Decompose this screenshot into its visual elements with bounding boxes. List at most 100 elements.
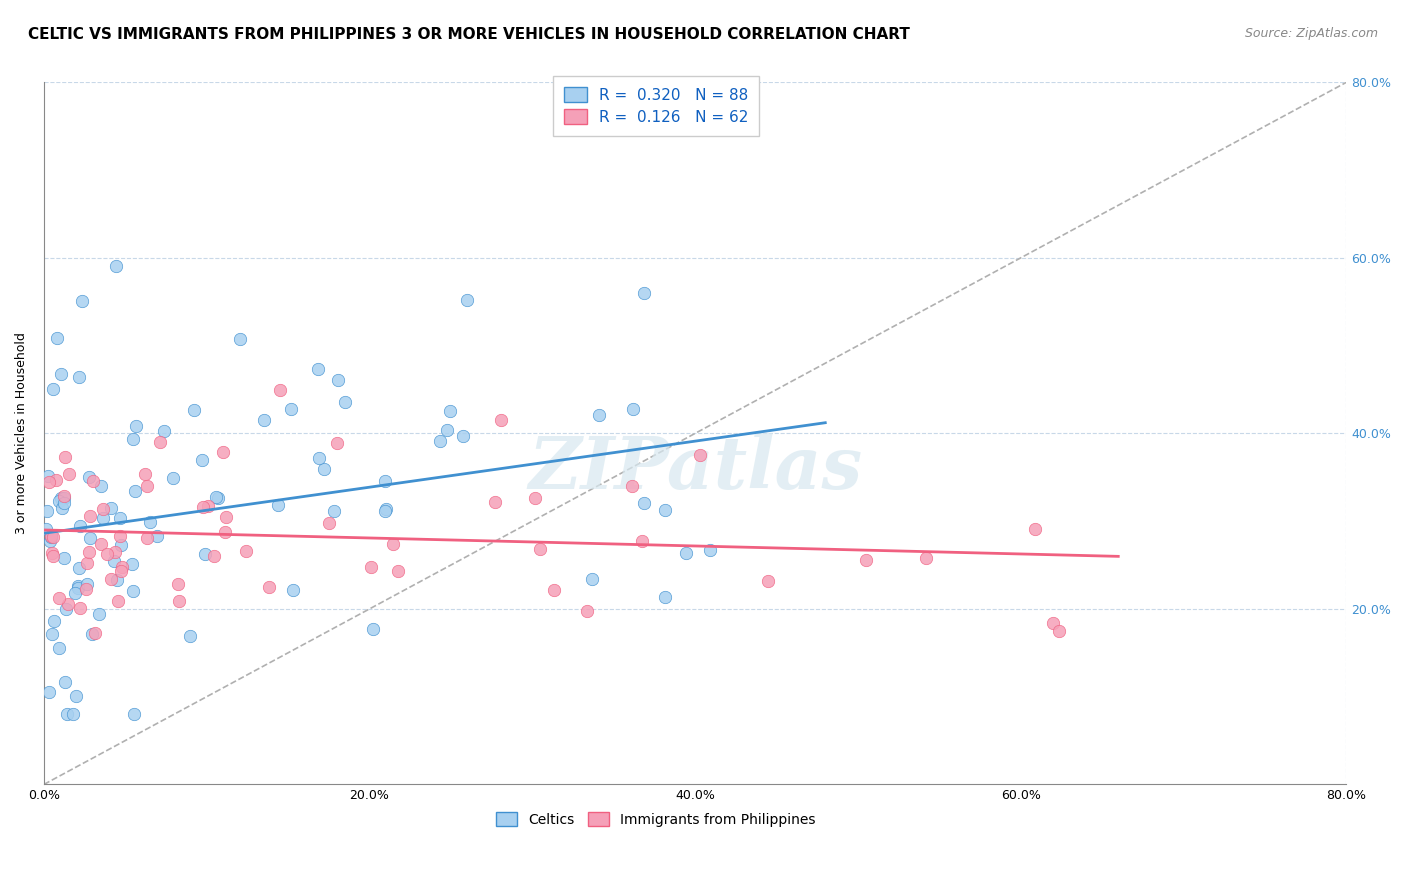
Point [543,582,565,597]
Point [104,260,127,274]
Point [38,475,60,490]
Point [588,408,610,422]
Point [79,531,101,545]
Point [107,594,129,608]
Point [756,574,779,588]
Point [280,401,302,416]
Point [620,478,643,492]
Point [429,434,451,449]
Point [281,582,304,597]
Point [145,528,167,542]
Point [76,577,98,591]
Point [375,501,398,516]
Point [689,448,711,462]
Point [491,413,513,427]
Point [37,504,59,518]
Point [111,560,134,574]
Point [79,509,101,524]
Point [38,685,60,699]
Point [235,544,257,558]
Point [69,600,91,615]
Point [914,551,936,566]
Point [675,546,697,560]
Point [451,429,474,443]
Legend: Celtics, Immigrants from Philippines: Celtics, Immigrants from Philippines [489,805,823,834]
Point [89,607,111,621]
Point [318,516,340,530]
Point [122,583,145,598]
Point [45,331,67,345]
Point [202,549,225,564]
Point [259,580,281,594]
Point [63,586,86,600]
Point [62,707,84,722]
Point [35,522,58,536]
Point [91,502,114,516]
Point [307,362,329,376]
Point [215,509,238,524]
Point [326,435,349,450]
Point [633,286,655,301]
Point [193,500,215,514]
Point [456,293,478,307]
Point [39,530,62,544]
Point [374,474,396,488]
Point [90,479,112,493]
Point [439,404,461,418]
Point [41,627,63,641]
Point [179,629,201,643]
Text: Source: ZipAtlas.com: Source: ZipAtlas.com [1244,27,1378,40]
Point [48,640,70,655]
Point [333,395,356,409]
Point [67,369,90,384]
Point [135,532,157,546]
Point [42,615,65,629]
Text: ZIPatlas: ZIPatlas [529,433,862,504]
Point [65,690,87,704]
Point [194,547,217,561]
Point [41,530,63,544]
Point [110,510,132,524]
Point [110,564,132,578]
Point [100,501,122,516]
Point [72,294,94,309]
Point [183,402,205,417]
Point [166,576,188,591]
Point [38,534,60,549]
Point [269,383,291,397]
Point [124,484,146,499]
Point [139,516,162,530]
Point [631,534,654,549]
Point [149,435,172,450]
Point [191,453,214,467]
Point [207,491,229,505]
Point [654,503,676,517]
Point [56,598,79,612]
Point [162,470,184,484]
Point [1047,624,1070,638]
Point [48,591,70,606]
Point [621,402,644,417]
Point [214,524,236,539]
Point [326,373,349,387]
Point [229,332,252,346]
Point [49,491,72,505]
Point [77,545,100,559]
Point [122,707,145,722]
Point [110,529,132,543]
Point [855,553,877,567]
Point [82,475,104,489]
Point [575,604,598,618]
Point [103,553,125,567]
Point [104,545,127,559]
Point [66,582,89,596]
Point [308,451,330,466]
Point [58,467,80,481]
Point [374,504,396,518]
Point [56,707,79,722]
Text: CELTIC VS IMMIGRANTS FROM PHILIPPINES 3 OR MORE VEHICLES IN HOUSEHOLD CORRELATIO: CELTIC VS IMMIGRANTS FROM PHILIPPINES 3 … [28,27,910,42]
Point [134,467,156,481]
Point [66,578,89,592]
Point [529,541,551,556]
Point [52,551,75,566]
